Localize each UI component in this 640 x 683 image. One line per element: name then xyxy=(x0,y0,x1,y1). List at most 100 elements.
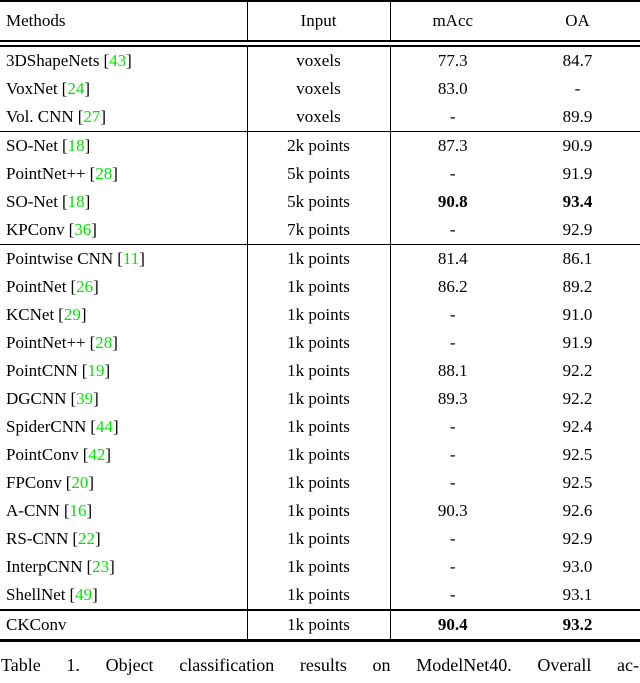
open-bracket: [ xyxy=(68,220,75,239)
method-cell: FPConv [20] xyxy=(0,469,247,497)
citation-number: 18 xyxy=(67,192,85,211)
citation-number: 39 xyxy=(76,389,94,408)
table-row: PointConv [42] 1k points - 92.5 xyxy=(0,441,640,469)
oa-cell: 93.0 xyxy=(562,557,593,576)
open-bracket: [ xyxy=(63,501,70,520)
citation-link[interactable]: [44] xyxy=(90,417,118,436)
citation-link[interactable]: [26] xyxy=(70,277,98,296)
table-row: PointNet++ [28] 1k points - 91.9 xyxy=(0,329,640,357)
citation-link[interactable]: [18] xyxy=(62,136,90,155)
open-bracket: [ xyxy=(61,136,68,155)
close-bracket: ] xyxy=(84,79,90,98)
input-cell: 1k points xyxy=(246,244,390,273)
table-row: DGCNN [39] 1k points 89.3 92.2 xyxy=(0,385,640,413)
method-cell: SO-Net [18] xyxy=(0,188,247,216)
table-row: 3DShapeNets [43] voxels 77.3 84.7 xyxy=(0,43,640,76)
method-cell: SO-Net [18] xyxy=(0,131,247,160)
table-row: KPConv [36] 7k points - 92.9 xyxy=(0,216,640,245)
method-name: ShellNet xyxy=(6,585,66,604)
open-bracket: [ xyxy=(70,389,77,408)
input-cell: 5k points xyxy=(246,188,390,216)
input-cell: 2k points xyxy=(246,131,390,160)
input-cell: 1k points xyxy=(246,469,390,497)
citation-link[interactable]: [18] xyxy=(62,192,90,211)
citation-link[interactable]: [20] xyxy=(66,473,94,492)
macc-cell: - xyxy=(389,525,515,553)
open-bracket: [ xyxy=(70,277,77,296)
open-bracket: [ xyxy=(103,51,110,70)
input-cell: 1k points xyxy=(246,413,390,441)
results-table: Methods Input mAcc OA 3DShapeNets [43] vo… xyxy=(0,0,640,642)
method-cell: PointNet [26] xyxy=(0,273,247,301)
input-cell: 1k points xyxy=(246,497,390,525)
citation-link[interactable]: [22] xyxy=(72,529,100,548)
citation-link[interactable]: [42] xyxy=(83,445,111,464)
table-row: FPConv [20] 1k points - 92.5 xyxy=(0,469,640,497)
method-name: A-CNN xyxy=(6,501,60,520)
macc-cell: 88.1 xyxy=(389,357,515,385)
citation-link[interactable]: [19] xyxy=(82,361,110,380)
open-bracket: [ xyxy=(77,107,84,126)
table-row: SpiderCNN [44] 1k points - 92.4 xyxy=(0,413,640,441)
citation-number: 29 xyxy=(63,305,81,324)
input-cell: 5k points xyxy=(246,160,390,188)
input-cell: 1k points xyxy=(246,385,390,413)
citation-link[interactable]: [39] xyxy=(70,389,98,408)
citation-number: 28 xyxy=(95,333,113,352)
table-row: SO-Net [18] 2k points 87.3 90.9 xyxy=(0,131,640,160)
close-bracket: ] xyxy=(84,192,91,211)
method-name: FPConv xyxy=(6,473,62,492)
method-cell: PointCNN [19] xyxy=(0,357,247,385)
close-bracket: ] xyxy=(126,51,132,70)
close-bracket: ] xyxy=(104,361,111,380)
table-row: RS-CNN [22] 1k points - 92.9 xyxy=(0,525,640,553)
method-name: KPConv xyxy=(6,220,65,239)
method-name: InterpCNN xyxy=(6,557,83,576)
open-bracket: [ xyxy=(72,529,79,548)
close-bracket: ] xyxy=(92,585,98,604)
macc-cell: - xyxy=(389,413,515,441)
citation-number: 26 xyxy=(76,277,94,296)
method-cell: 3DShapeNets [43] xyxy=(0,44,247,76)
citation-link[interactable]: [27] xyxy=(78,107,106,126)
citation-number: 43 xyxy=(109,51,127,70)
method-name: 3DShapeNets xyxy=(6,51,100,70)
open-bracket: [ xyxy=(89,164,96,183)
method-cell: PointConv [42] xyxy=(0,441,247,469)
oa-cell: 89.9 xyxy=(562,107,593,126)
open-bracket: [ xyxy=(81,361,88,380)
citation-link[interactable]: [16] xyxy=(64,501,92,520)
oa-cell: 93.4 xyxy=(562,192,593,211)
open-bracket: [ xyxy=(65,473,72,492)
citation-link[interactable]: [36] xyxy=(69,220,97,239)
open-bracket: [ xyxy=(61,79,68,98)
macc-cell: - xyxy=(389,553,515,581)
citation-number: 11 xyxy=(122,249,140,268)
input-cell: voxels xyxy=(246,43,390,75)
macc-cell: - xyxy=(389,301,515,329)
table-row: PointNet++ [28] 5k points - 91.9 xyxy=(0,160,640,188)
method-name: DGCNN xyxy=(6,389,67,408)
citation-number: 19 xyxy=(87,361,105,380)
method-name: CKConv xyxy=(6,615,67,634)
citation-link[interactable]: [28] xyxy=(90,333,118,352)
citation-link[interactable]: [49] xyxy=(70,585,98,604)
macc-cell: 83.0 xyxy=(389,75,515,103)
macc-cell: - xyxy=(389,103,515,132)
close-bracket: ] xyxy=(86,501,93,520)
oa-cell: 89.2 xyxy=(562,277,593,296)
citation-link[interactable]: [28] xyxy=(90,164,118,183)
citation-link[interactable]: [23] xyxy=(86,557,114,576)
citation-link[interactable]: [11] xyxy=(117,249,145,268)
citation-link[interactable]: [24] xyxy=(62,79,90,98)
citation-link[interactable]: [29] xyxy=(58,305,86,324)
close-bracket: ] xyxy=(112,417,119,436)
close-bracket: ] xyxy=(93,277,99,296)
open-bracket: [ xyxy=(61,192,68,211)
method-cell: SpiderCNN [44] xyxy=(0,413,247,441)
col-header-macc: mAcc xyxy=(389,1,515,47)
macc-cell: - xyxy=(389,441,515,469)
method-cell: ShellNet [49] xyxy=(0,581,247,610)
citation-link[interactable]: [43] xyxy=(103,51,131,70)
